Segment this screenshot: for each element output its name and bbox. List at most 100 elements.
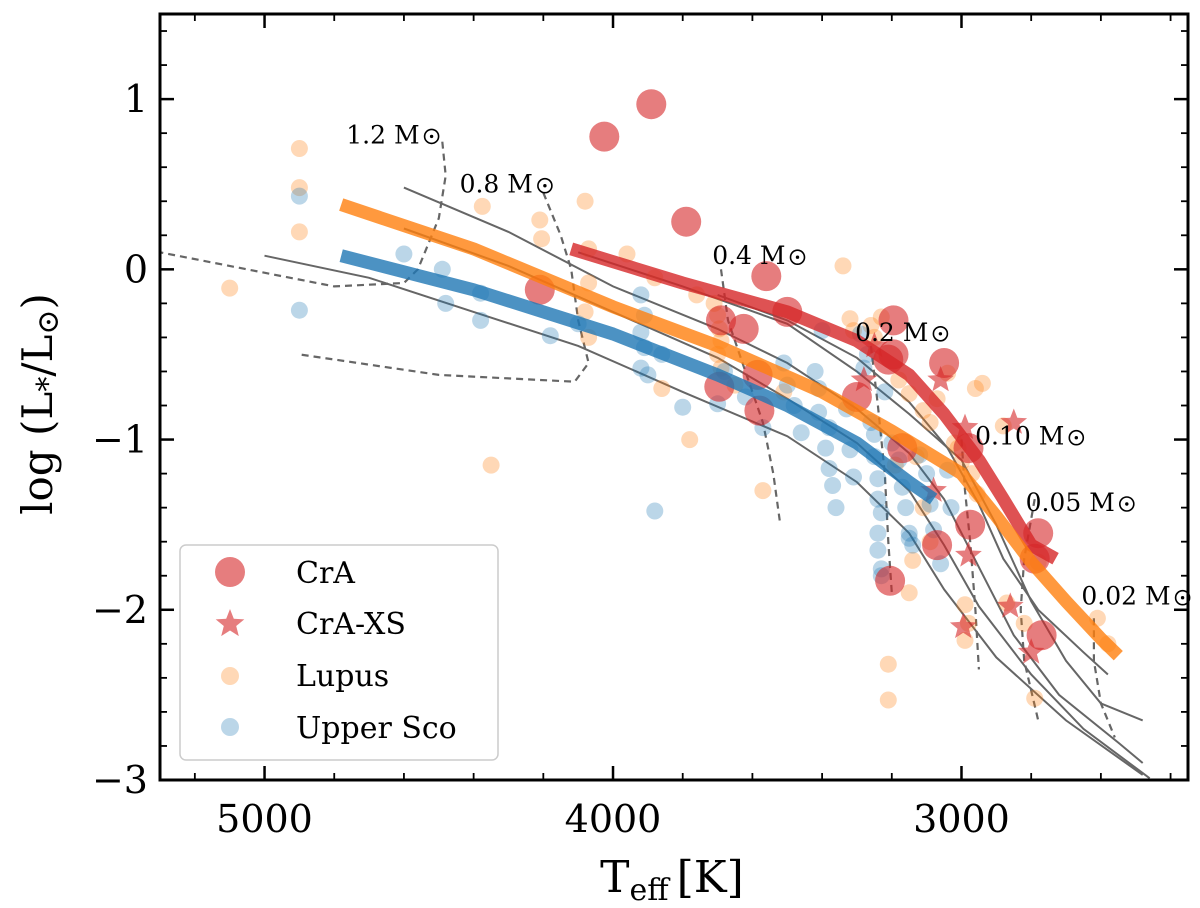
lupus-point-1 bbox=[290, 140, 308, 157]
cra-xs-point-5 bbox=[1000, 408, 1028, 434]
lupus-point-7 bbox=[533, 230, 551, 248]
legend-label-lupus: Lupus bbox=[296, 659, 389, 694]
upper-sco-point-59 bbox=[904, 536, 922, 554]
upper-sco-point-56 bbox=[897, 499, 915, 517]
y-axis-title: log (L*/L⊙) bbox=[13, 293, 66, 515]
legend-marker-cra-xs bbox=[215, 609, 245, 637]
mass-label-5: 0.10 M bbox=[975, 422, 1064, 451]
upper-sco-point-45 bbox=[869, 470, 887, 488]
upper-sco-point-38 bbox=[845, 468, 862, 486]
y-tick-label-5: −3 bbox=[92, 758, 148, 802]
upper-sco-point-1 bbox=[290, 187, 308, 205]
fit-lines bbox=[339, 198, 1123, 661]
legend-marker-lupus bbox=[221, 667, 239, 685]
lupus-point-8 bbox=[576, 192, 594, 210]
y-tick-label-3: −1 bbox=[92, 418, 148, 462]
x-axis-title: Teff [K] bbox=[600, 852, 744, 908]
cra-point-16 bbox=[929, 348, 960, 378]
upper-sco-point-8 bbox=[541, 327, 559, 345]
sun-symbol-3 bbox=[789, 249, 806, 266]
lupus-point-24 bbox=[482, 456, 500, 474]
axes-frame bbox=[158, 12, 1190, 782]
cra-point-3 bbox=[671, 206, 702, 237]
cra-point-1 bbox=[636, 89, 667, 120]
mass-label-7: 0.02 M bbox=[1081, 582, 1170, 611]
upper-sco-fit-line bbox=[339, 249, 938, 505]
y-tick-label-2: 0 bbox=[124, 247, 148, 291]
legend-label-cra-xs: CrA-XS bbox=[296, 607, 406, 642]
lupus-point-59 bbox=[1026, 689, 1044, 707]
upper-sco-point-26 bbox=[792, 424, 810, 442]
lupus-point-3 bbox=[290, 223, 308, 241]
lupus-point-50 bbox=[879, 655, 897, 673]
cra-point-13 bbox=[878, 305, 909, 336]
upper-sco-point-14 bbox=[632, 359, 650, 377]
upper-sco-point-46 bbox=[869, 490, 887, 508]
sun-symbol-5 bbox=[1068, 429, 1085, 446]
legend: CrA CrA-XS Lupus Upper Sco bbox=[179, 544, 499, 761]
lupus-point-30 bbox=[862, 317, 880, 334]
cra-xs-point-4 bbox=[951, 413, 979, 439]
cra-point-5 bbox=[751, 261, 782, 292]
sun-symbol-6 bbox=[1119, 496, 1135, 512]
x-tick-label-2: 4000 bbox=[565, 797, 662, 841]
y-tick-label-4: −2 bbox=[92, 588, 148, 632]
upper-sco-point-10 bbox=[632, 286, 650, 304]
mass-track-5 bbox=[960, 439, 980, 670]
mass-label-1: 1.2 M bbox=[346, 120, 419, 149]
mass-labels: 1.2 M 0.8 M 0.4 M 0.2 M 0.10 M 0.05 M 0.02 M bbox=[346, 120, 1191, 611]
lupus-point-35 bbox=[914, 402, 932, 420]
cra-point-21 bbox=[875, 565, 906, 596]
plot-frame bbox=[158, 12, 1190, 782]
upper-sco-point-34 bbox=[824, 477, 842, 494]
upper-sco-point-5 bbox=[437, 294, 455, 312]
legend-box bbox=[179, 544, 499, 761]
lupus-point-62 bbox=[966, 380, 984, 397]
upper-sco-point-47 bbox=[872, 504, 890, 522]
lupus-point-23 bbox=[681, 431, 699, 449]
mass-label-6: 0.05 M bbox=[1026, 488, 1115, 517]
y-tick-label-1: 1 bbox=[124, 77, 148, 121]
upper-sco-point-35 bbox=[827, 499, 845, 517]
cra-point-7 bbox=[706, 305, 736, 336]
lupus-fit-line bbox=[339, 198, 1123, 661]
upper-sco-point-18 bbox=[674, 398, 692, 416]
lupus-point-27 bbox=[834, 257, 852, 275]
upper-sco-point-7 bbox=[472, 311, 490, 329]
mass-label-2: 0.8 M bbox=[460, 170, 533, 199]
cra-point-2 bbox=[589, 121, 620, 152]
lupus-point-25 bbox=[754, 482, 772, 500]
axis-ticks: 5000 4000 3000 1 0 −1 −2 −3 bbox=[92, 14, 1188, 841]
upper-sco-point-33 bbox=[820, 460, 838, 477]
upper-sco-point-15 bbox=[639, 366, 657, 384]
sun-symbol-2 bbox=[537, 177, 553, 194]
lupus-point-47 bbox=[914, 499, 932, 517]
lupus-point-11 bbox=[576, 303, 594, 321]
lupus-point-44 bbox=[973, 374, 991, 392]
cra-point-19 bbox=[955, 509, 986, 540]
upper-sco-point-58 bbox=[900, 529, 918, 547]
cra-xs-point-10 bbox=[1017, 638, 1045, 664]
lupus-point-53 bbox=[956, 596, 974, 614]
mass-label-3: 0.4 M bbox=[712, 241, 785, 270]
x-tick-label-1: 5000 bbox=[216, 797, 313, 841]
upper-sco-point-66 bbox=[942, 499, 960, 517]
mass-track-4 bbox=[869, 345, 893, 593]
lupus-point-64 bbox=[653, 380, 671, 397]
lupus-point-5 bbox=[473, 197, 491, 215]
upper-sco-point-52 bbox=[876, 383, 894, 401]
isochrone-1 bbox=[264, 254, 1144, 776]
cra-fit-line bbox=[569, 242, 1059, 565]
cra-xs-point-6 bbox=[920, 476, 947, 502]
legend-marker-upper-sco bbox=[221, 718, 239, 736]
lupus-point-49 bbox=[900, 584, 918, 602]
lupus-point-10 bbox=[580, 274, 598, 292]
upper-sco-point-17 bbox=[646, 502, 664, 520]
upper-sco-point-3 bbox=[395, 245, 413, 263]
x-tick-label-3: 3000 bbox=[913, 797, 1010, 841]
upper-sco-point-2 bbox=[290, 301, 308, 319]
cra-xs-point-9 bbox=[949, 612, 977, 639]
cra-point-20 bbox=[922, 530, 953, 561]
lupus-point-51 bbox=[879, 691, 897, 709]
upper-sco-point-49 bbox=[869, 541, 887, 559]
